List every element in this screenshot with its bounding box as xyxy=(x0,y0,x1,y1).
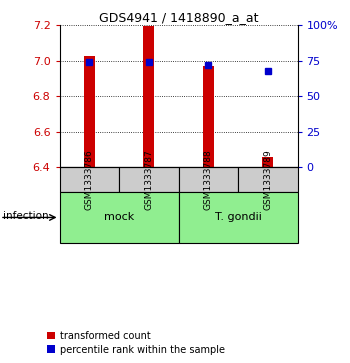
Legend: transformed count, percentile rank within the sample: transformed count, percentile rank withi… xyxy=(47,331,224,355)
Bar xyxy=(203,66,214,167)
FancyBboxPatch shape xyxy=(60,192,178,243)
Text: mock: mock xyxy=(104,212,134,223)
FancyBboxPatch shape xyxy=(178,192,298,243)
FancyBboxPatch shape xyxy=(178,167,238,192)
Text: GSM1333788: GSM1333788 xyxy=(204,149,213,210)
Title: GDS4941 / 1418890_a_at: GDS4941 / 1418890_a_at xyxy=(99,11,258,24)
Text: infection: infection xyxy=(4,211,49,221)
Bar xyxy=(144,26,154,167)
Text: GSM1333789: GSM1333789 xyxy=(263,149,272,210)
FancyBboxPatch shape xyxy=(119,167,178,192)
Bar xyxy=(262,157,273,167)
Bar xyxy=(84,56,95,167)
FancyBboxPatch shape xyxy=(60,167,119,192)
Text: T. gondii: T. gondii xyxy=(215,212,261,223)
Text: GSM1333786: GSM1333786 xyxy=(85,149,94,210)
Text: GSM1333787: GSM1333787 xyxy=(144,149,153,210)
FancyBboxPatch shape xyxy=(238,167,298,192)
